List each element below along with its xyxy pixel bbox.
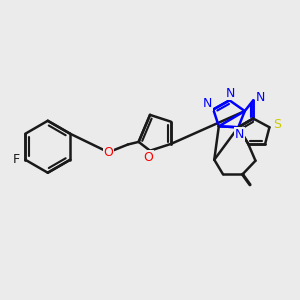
Text: N: N: [235, 128, 244, 141]
Text: O: O: [103, 146, 113, 159]
Text: N: N: [203, 97, 212, 110]
Text: F: F: [13, 153, 20, 166]
Text: N: N: [256, 91, 265, 103]
Text: S: S: [274, 118, 282, 131]
Text: O: O: [143, 151, 153, 164]
Text: N: N: [226, 87, 235, 100]
